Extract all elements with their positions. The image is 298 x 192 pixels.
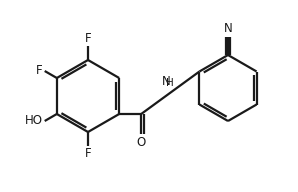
Text: H: H <box>166 78 174 88</box>
Text: O: O <box>136 136 146 149</box>
Text: N: N <box>224 22 232 35</box>
Text: HO: HO <box>25 114 43 127</box>
Text: N: N <box>162 75 171 88</box>
Text: F: F <box>85 32 91 45</box>
Text: F: F <box>85 147 91 160</box>
Text: F: F <box>36 64 43 76</box>
